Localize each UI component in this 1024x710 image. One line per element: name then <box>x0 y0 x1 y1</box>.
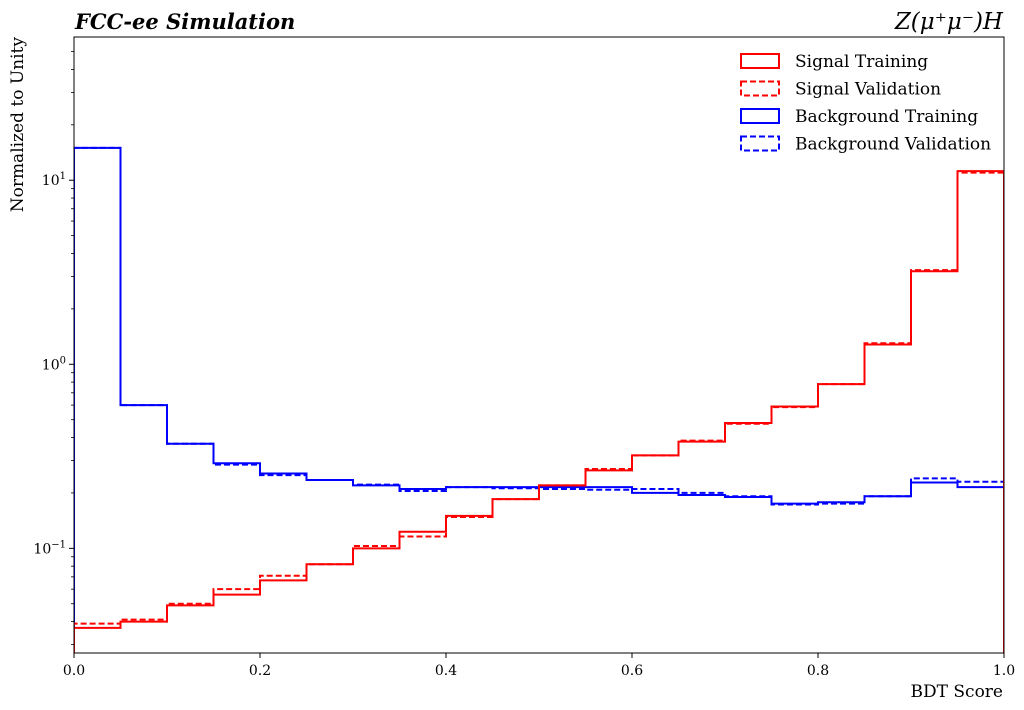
legend-label: Background Training <box>795 107 978 127</box>
legend-label: Signal Training <box>795 52 928 72</box>
chart-title-left: FCC-ee Simulation <box>74 9 295 34</box>
legend-swatch <box>740 135 780 152</box>
legend-label: Background Validation <box>795 135 991 155</box>
y-tick-label: 10−1 <box>33 539 66 557</box>
y-tick-label: 101 <box>42 171 66 189</box>
legend: Signal Training Signal Validation Backgrou… <box>740 52 991 155</box>
y-axis-ticks: 10−1 100 101 <box>33 51 74 645</box>
chart-title-right: Z(μ⁺μ⁻)H <box>894 9 1004 35</box>
x-tick-label: 0.8 <box>807 663 829 679</box>
x-tick-label: 0.4 <box>435 663 457 679</box>
legend-swatch <box>740 80 780 97</box>
series-signal-training <box>74 170 1004 653</box>
legend-label: Signal Validation <box>795 80 941 100</box>
x-tick-label: 0.0 <box>63 663 85 679</box>
y-tick-label: 100 <box>42 355 66 373</box>
x-axis-label: BDT Score <box>911 682 1003 702</box>
series-layer <box>74 146 1004 653</box>
x-tick-label: 0.6 <box>621 663 643 679</box>
series-background-training <box>74 146 1004 653</box>
y-axis-label: Normalized to Unity <box>8 37 28 213</box>
legend-swatch <box>740 53 780 69</box>
x-axis-ticks: 0.0 0.2 0.4 0.6 0.8 1.0 <box>63 653 1015 679</box>
x-tick-label: 0.2 <box>249 663 271 679</box>
series-background-validation <box>74 146 1004 653</box>
x-tick-label: 1.0 <box>993 663 1015 679</box>
series-signal-validation <box>74 171 1004 653</box>
legend-swatch <box>740 108 780 124</box>
plot-frame <box>73 36 1005 654</box>
